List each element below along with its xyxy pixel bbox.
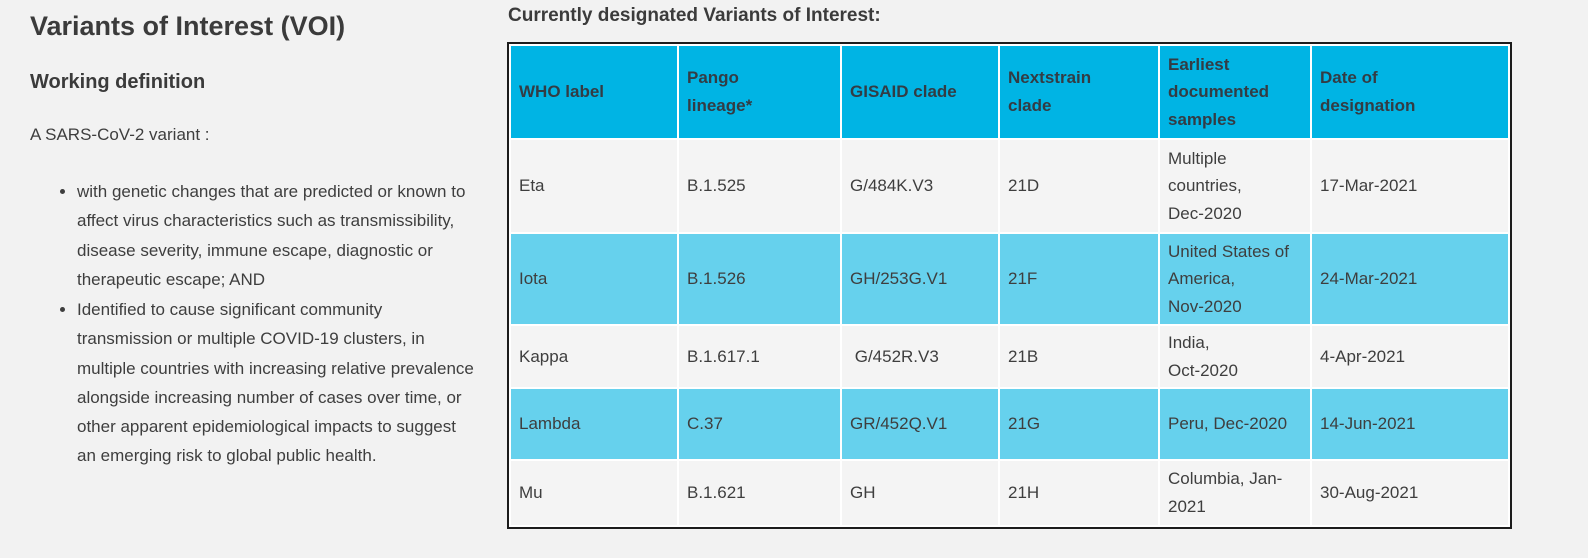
table-row-mu: Mu B.1.621 GH 21H Columbia, Jan- 2021 30…: [511, 461, 1508, 525]
cell-gisaid-clade: GH/253G.V1: [842, 234, 998, 324]
cell-who-label: Lambda: [511, 389, 677, 459]
cell-earliest-samples: Peru, Dec-2020: [1160, 389, 1310, 459]
definition-criteria-list: with genetic changes that are predicted …: [30, 177, 478, 470]
cell-pango-lineage: B.1.525: [679, 140, 840, 232]
column-header-who-label: WHO label: [511, 46, 677, 138]
cell-who-label: Eta: [511, 140, 677, 232]
column-header-gisaid-clade: GISAID clade: [842, 46, 998, 138]
cell-who-label: Mu: [511, 461, 677, 525]
cell-date-of-designation: 4-Apr-2021: [1312, 326, 1508, 387]
table-row-eta: Eta B.1.525 G/484K.V3 21D Multiple count…: [511, 140, 1508, 232]
table-row-lambda: Lambda C.37 GR/452Q.V1 21G Peru, Dec-202…: [511, 389, 1508, 459]
cell-nextstrain-clade: 21F: [1000, 234, 1158, 324]
voi-definition-panel: Variants of Interest (VOI) Working defin…: [0, 0, 478, 471]
cell-who-label: Kappa: [511, 326, 677, 387]
cell-earliest-samples: Columbia, Jan- 2021: [1160, 461, 1310, 525]
cell-pango-lineage: C.37: [679, 389, 840, 459]
table-header-row: WHO label Pango lineage* GISAID clade Ne…: [511, 46, 1508, 138]
cell-nextstrain-clade: 21G: [1000, 389, 1158, 459]
cell-gisaid-clade: G/452R.V3: [842, 326, 998, 387]
cell-earliest-samples: India, Oct-2020: [1160, 326, 1310, 387]
voi-table: WHO label Pango lineage* GISAID clade Ne…: [507, 42, 1512, 529]
cell-pango-lineage: B.1.617.1: [679, 326, 840, 387]
table-row-iota: Iota B.1.526 GH/253G.V1 21F United State…: [511, 234, 1508, 324]
voi-table-section: Currently designated Variants of Interes…: [507, 0, 1512, 529]
cell-who-label: Iota: [511, 234, 677, 324]
cell-date-of-designation: 30-Aug-2021: [1312, 461, 1508, 525]
cell-date-of-designation: 14-Jun-2021: [1312, 389, 1508, 459]
table-title: Currently designated Variants of Interes…: [508, 5, 881, 26]
cell-earliest-samples: United States of America, Nov-2020: [1160, 234, 1310, 324]
cell-nextstrain-clade: 21H: [1000, 461, 1158, 525]
cell-date-of-designation: 24-Mar-2021: [1312, 234, 1508, 324]
column-header-earliest-samples: Earliest documented samples: [1160, 46, 1310, 138]
cell-date-of-designation: 17-Mar-2021: [1312, 140, 1508, 232]
cell-gisaid-clade: GR/452Q.V1: [842, 389, 998, 459]
cell-pango-lineage: B.1.621: [679, 461, 840, 525]
table-row-kappa: Kappa B.1.617.1 G/452R.V3 21B India, Oct…: [511, 326, 1508, 387]
column-header-nextstrain-clade: Nextstrain clade: [1000, 46, 1158, 138]
page: Variants of Interest (VOI) Working defin…: [0, 0, 1588, 529]
cell-pango-lineage: B.1.526: [679, 234, 840, 324]
column-header-date-of-designation: Date of designation: [1312, 46, 1508, 138]
cell-nextstrain-clade: 21B: [1000, 326, 1158, 387]
page-title: Variants of Interest (VOI): [30, 11, 346, 41]
cell-nextstrain-clade: 21D: [1000, 140, 1158, 232]
variant-intro-text: A SARS-CoV-2 variant :: [30, 124, 210, 144]
cell-earliest-samples: Multiple countries, Dec-2020: [1160, 140, 1310, 232]
column-header-pango-lineage: Pango lineage*: [679, 46, 840, 138]
working-definition-heading: Working definition: [30, 70, 206, 93]
criteria-item-community-transmission: Identified to cause significant communit…: [77, 295, 478, 470]
criteria-item-genetic-changes: with genetic changes that are predicted …: [77, 177, 478, 294]
cell-gisaid-clade: G/484K.V3: [842, 140, 998, 232]
cell-gisaid-clade: GH: [842, 461, 998, 525]
